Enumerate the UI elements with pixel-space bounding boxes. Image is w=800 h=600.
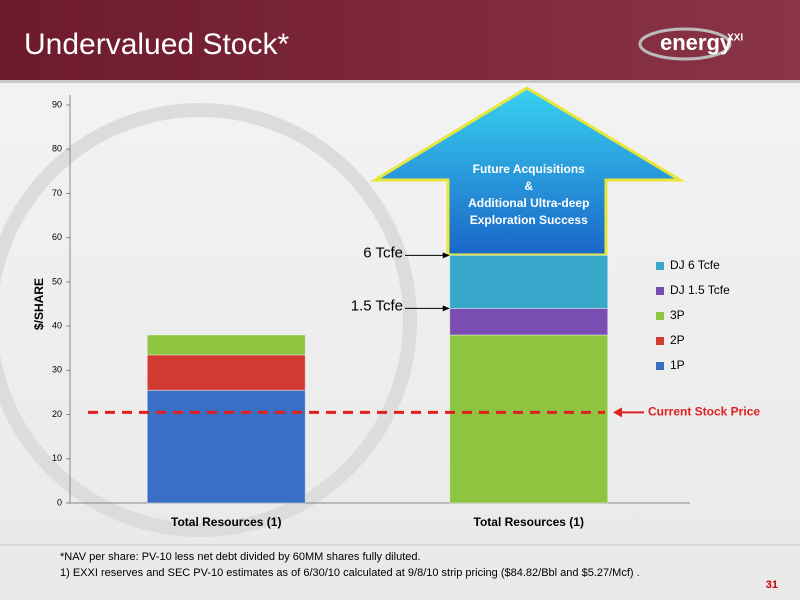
- bar-segment: [146, 334, 306, 356]
- y-tick-label: 60: [52, 232, 62, 242]
- arrow-head: [442, 305, 450, 312]
- logo-swoosh: [638, 27, 732, 61]
- y-tick-label: 70: [52, 188, 62, 198]
- x-tick-label: Total Resources (1): [474, 515, 584, 529]
- slide-title: Undervalued Stock*: [24, 28, 289, 61]
- bar-segment: [449, 254, 609, 309]
- page-number: 31: [766, 579, 778, 591]
- arrow-text: Exploration Success: [470, 213, 588, 227]
- annotation: 1.5 Tcfe: [351, 297, 403, 314]
- legend-swatch: [656, 337, 664, 345]
- annotation: 6 Tcfe: [363, 244, 403, 261]
- logo: energy: [660, 30, 733, 55]
- arrow-head: [613, 407, 622, 418]
- legend-label: DJ 6 Tcfe: [670, 258, 720, 272]
- y-axis-label: $/SHARE: [32, 278, 46, 330]
- globe-bg: [0, 103, 417, 537]
- logo-suffix: XXI: [727, 33, 743, 44]
- arrow-text: &: [524, 179, 533, 193]
- legend-label: 2P: [670, 333, 685, 347]
- y-tick-label: 90: [52, 99, 62, 109]
- legend-label: 1P: [670, 358, 685, 372]
- header-rule: [0, 80, 800, 83]
- footnote: 1) EXXI reserves and SEC PV-10 estimates…: [60, 567, 640, 579]
- bar-segment: [449, 334, 609, 504]
- legend-label: DJ 1.5 Tcfe: [670, 283, 730, 297]
- header-bar: [0, 0, 800, 80]
- growth-arrow: [369, 86, 686, 257]
- legend-swatch: [656, 362, 664, 370]
- arrow-text: Future Acquisitions: [473, 162, 586, 176]
- y-tick-label: 10: [52, 453, 62, 463]
- y-tick-label: 0: [57, 497, 62, 507]
- y-tick-label: 40: [52, 320, 62, 330]
- legend-label: 3P: [670, 308, 685, 322]
- arrow-head: [442, 252, 450, 259]
- reference-label: Current Stock Price: [648, 405, 760, 419]
- y-tick-label: 20: [52, 409, 62, 419]
- bar-segment: [146, 389, 306, 504]
- y-tick-label: 50: [52, 276, 62, 286]
- legend-swatch: [656, 287, 664, 295]
- footnote: *NAV per share: PV-10 less net debt divi…: [60, 551, 421, 563]
- y-tick-label: 30: [52, 365, 62, 375]
- arrow-text: Additional Ultra-deep: [468, 196, 589, 210]
- legend-swatch: [656, 312, 664, 320]
- y-tick-label: 80: [52, 144, 62, 154]
- bar-segment: [449, 307, 609, 336]
- x-tick-label: Total Resources (1): [171, 515, 281, 529]
- bar-segment: [146, 354, 306, 391]
- legend-swatch: [656, 262, 664, 270]
